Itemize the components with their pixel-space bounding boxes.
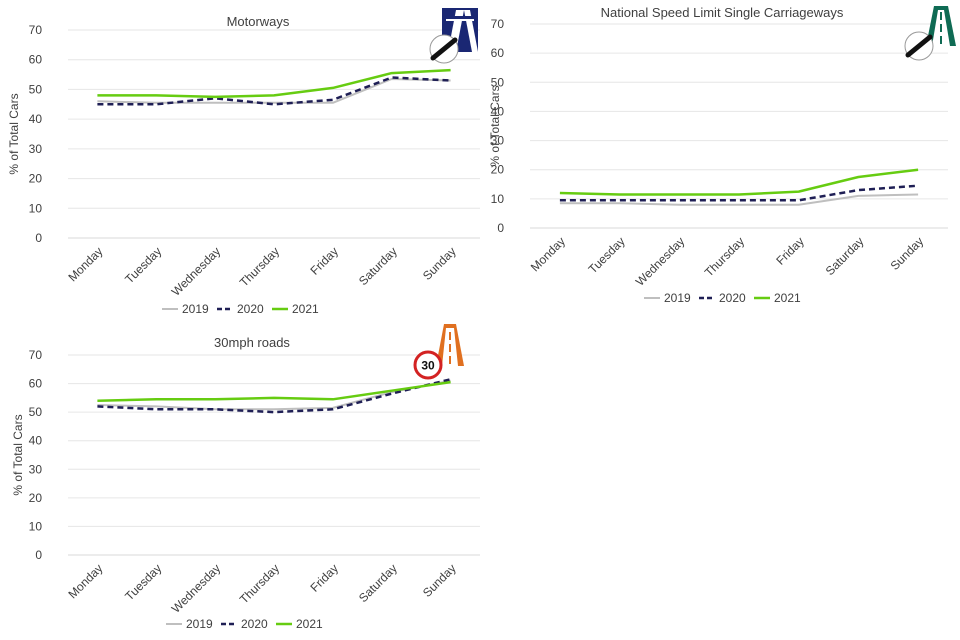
x-tick-label: Saturday [356, 561, 400, 605]
x-tick-label: Saturday [356, 244, 400, 288]
chart-title: Motorways [227, 14, 290, 29]
legend-label-2020: 2020 [719, 291, 746, 305]
x-tick-label: Friday [773, 234, 806, 267]
y-tick-label: 70 [29, 348, 43, 362]
x-tick-label: Sunday [420, 561, 459, 600]
y-tick-label: 50 [29, 405, 43, 419]
legend-label-2021: 2021 [774, 291, 801, 305]
y-tick-label: 20 [29, 491, 43, 505]
series-line-2020 [97, 76, 451, 106]
y-tick-label: 40 [491, 104, 505, 118]
x-tick-label: Monday [528, 234, 568, 274]
x-tick-label: Friday [308, 561, 341, 594]
30mph-road-sign-icon [436, 324, 464, 366]
motorway-sign-icon [442, 8, 478, 52]
legend-label-2020: 2020 [241, 617, 268, 631]
x-tick-label: Tuesday [122, 561, 164, 603]
x-tick-label: Wednesday [169, 244, 224, 299]
y-axis-label: % of Total Cars [488, 85, 502, 166]
y-tick-label: 70 [491, 17, 505, 31]
series-line-2019 [97, 78, 451, 104]
y-tick-label: 70 [29, 23, 43, 37]
x-tick-label: Wednesday [169, 561, 224, 616]
y-tick-label: 30 [29, 462, 43, 476]
y-tick-label: 30 [29, 142, 43, 156]
y-tick-label: 50 [491, 75, 505, 89]
x-tick-label: Tuesday [586, 234, 628, 276]
x-tick-label: Thursday [237, 561, 282, 606]
national-speed-limit-icon [904, 31, 934, 61]
y-tick-label: 40 [29, 112, 43, 126]
y-axis-label: % of Total Cars [7, 93, 21, 174]
y-tick-label: 30 [491, 134, 505, 148]
x-tick-label: Friday [308, 244, 341, 277]
chart-title: 30mph roads [214, 335, 290, 350]
series-line-2021 [97, 380, 451, 402]
y-tick-label: 0 [497, 221, 504, 235]
y-tick-label: 10 [29, 519, 43, 533]
y-tick-label: 40 [29, 434, 43, 448]
x-tick-label: Wednesday [633, 234, 688, 289]
x-tick-label: Saturday [823, 234, 867, 278]
legend-label-2019: 2019 [186, 617, 213, 631]
y-tick-label: 60 [29, 53, 43, 67]
y-tick-label: 10 [491, 192, 505, 206]
y-tick-label: 20 [491, 163, 505, 177]
x-tick-label: Tuesday [122, 244, 164, 286]
speed-limit-text: 30 [421, 359, 435, 373]
y-tick-label: 60 [491, 46, 505, 60]
series-line-2020 [559, 184, 919, 202]
y-axis-label: % of Total Cars [11, 414, 25, 495]
x-tick-label: Sunday [420, 244, 459, 283]
x-tick-label: Sunday [888, 234, 927, 273]
y-tick-label: 50 [29, 82, 43, 96]
legend-label-2019: 2019 [182, 302, 209, 316]
y-tick-label: 10 [29, 201, 43, 215]
chart-title: National Speed Limit Single Carriageways [601, 5, 844, 20]
y-tick-label: 0 [35, 231, 42, 245]
y-tick-label: 60 [29, 377, 43, 391]
legend-label-2020: 2020 [237, 302, 264, 316]
series-line-2019 [559, 193, 919, 206]
x-tick-label: Monday [65, 244, 105, 284]
x-tick-label: Monday [65, 561, 105, 601]
y-tick-label: 20 [29, 172, 43, 186]
series-line-2021 [97, 68, 451, 99]
national-speed-limit-icon [429, 34, 459, 64]
legend-label-2021: 2021 [296, 617, 323, 631]
y-tick-label: 0 [35, 548, 42, 562]
x-tick-label: Thursday [702, 234, 747, 279]
series-line-2019 [97, 379, 451, 411]
chart-30mph: 30mph roads 0 10 20 30 40 50 60 70 % of Total Car… [11, 335, 480, 631]
chart-nsl-single: National Speed Limit Single Carriageways… [488, 5, 948, 305]
single-carriageway-sign-icon [926, 6, 956, 46]
legend-label-2021: 2021 [292, 302, 319, 316]
legend-label-2019: 2019 [664, 291, 691, 305]
chart-motorways: Motorways 0 10 20 30 40 50 60 70 % of Total Cars M… [7, 14, 480, 316]
series-line-2021 [559, 168, 919, 196]
x-tick-label: Thursday [237, 244, 282, 289]
speed-limit-30-icon: 30 [413, 350, 443, 380]
